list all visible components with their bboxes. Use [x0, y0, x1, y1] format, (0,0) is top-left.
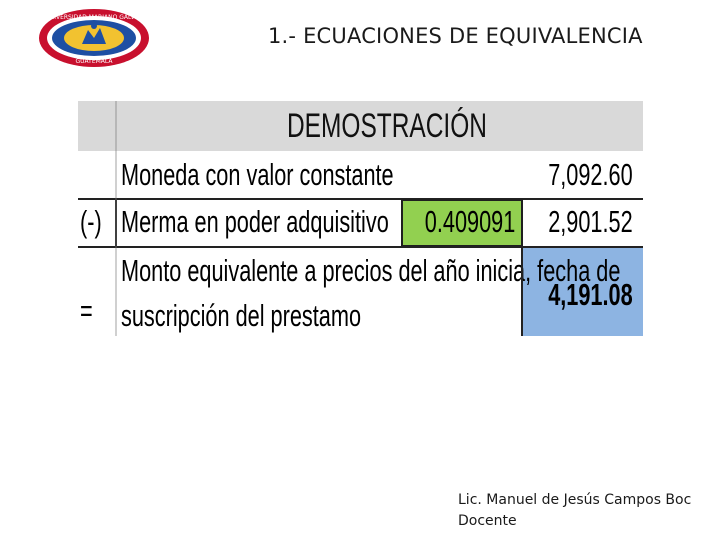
page-title: 1.- ECUACIONES DE EQUIVALENCIA — [268, 24, 643, 48]
result-cell — [523, 248, 643, 336]
row-sign-equals: = — [80, 293, 93, 328]
row-factor: 0.409091 — [424, 204, 515, 239]
row-sign-minus: (-) — [80, 204, 102, 239]
sign-column-divider — [115, 101, 117, 336]
row-label-equivalent-amount-line2: suscripción del prestamo — [121, 298, 362, 333]
column-divider — [521, 248, 523, 336]
row-divider — [78, 246, 643, 248]
row-label-purchasing-loss: Merma en poder adquisitivo — [121, 204, 389, 239]
row-divider — [78, 198, 643, 200]
demonstration-table: DEMOSTRACIÓN Moneda con valor constante … — [78, 101, 643, 336]
footer-credit: Lic. Manuel de Jesús Campos Boc Docente — [458, 490, 691, 532]
author-name: Lic. Manuel de Jesús Campos Boc — [458, 492, 692, 508]
row-value-constant-value: 7,092.60 — [548, 157, 633, 192]
svg-text:UNIVERSIDAD MARIANO GALVEZ: UNIVERSIDAD MARIANO GALVEZ — [45, 14, 142, 21]
factor-cell — [401, 199, 523, 247]
row-label-constant-value: Moneda con valor constante — [121, 157, 394, 192]
row-value-purchasing-loss: 2,901.52 — [548, 204, 633, 239]
table-heading: DEMOSTRACIÓN — [287, 107, 487, 145]
author-role: Docente — [458, 513, 517, 529]
column-divider — [115, 199, 117, 247]
svg-text:GUATEMALA: GUATEMALA — [75, 58, 113, 65]
university-seal-icon: UNIVERSIDAD MARIANO GALVEZ GUATEMALA — [38, 8, 150, 68]
table-heading-cell: DEMOSTRACIÓN — [78, 101, 643, 153]
row-value-equivalent-amount: 4,191.08 — [548, 277, 633, 312]
row-label-equivalent-amount-line1: Monto equivalente a precios del año inic… — [121, 253, 621, 288]
